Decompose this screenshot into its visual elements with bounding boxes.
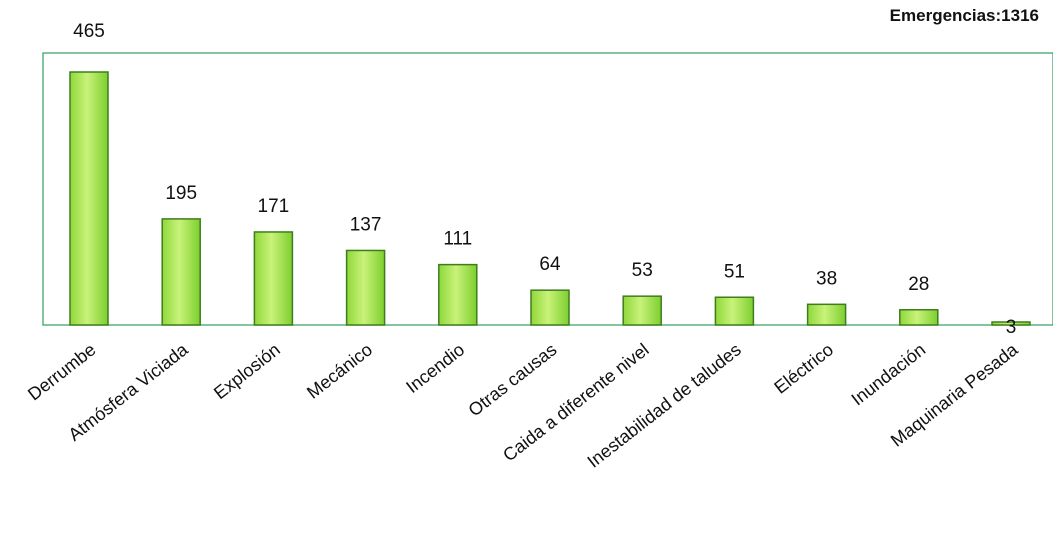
bar-7 bbox=[714, 296, 755, 326]
data-label-4: 111 bbox=[443, 229, 472, 250]
bar-6 bbox=[622, 295, 662, 326]
bar-9 bbox=[899, 309, 939, 326]
category-label-7: Inestabilidad de taludes bbox=[584, 339, 745, 471]
data-label-0: 465 bbox=[73, 21, 105, 42]
category-label-8: Eléctrico bbox=[770, 339, 837, 397]
data-label-9: 28 bbox=[908, 274, 929, 295]
data-label-5: 64 bbox=[539, 254, 561, 275]
total-emergencies-label: Emergencias:1316 bbox=[889, 6, 1039, 25]
data-label-6: 53 bbox=[632, 260, 653, 281]
data-label-7: 51 bbox=[724, 261, 745, 282]
bar-1 bbox=[161, 218, 201, 326]
category-label-2: Explosión bbox=[210, 339, 284, 403]
category-label-5: Otras causas bbox=[465, 339, 561, 420]
category-label-9: Inundación bbox=[848, 339, 930, 409]
bar-4 bbox=[438, 263, 478, 326]
bar-10 bbox=[991, 321, 1031, 326]
bar-2 bbox=[253, 231, 294, 326]
bar-5 bbox=[530, 289, 570, 326]
category-label-6: Caida a diferente nivel bbox=[499, 339, 652, 465]
category-label-4: Incendio bbox=[402, 339, 468, 397]
data-label-10: 3 bbox=[1006, 317, 1017, 338]
category-label-0: Derrumbe bbox=[24, 339, 99, 404]
data-label-3: 137 bbox=[350, 214, 382, 235]
data-label-2: 171 bbox=[258, 196, 290, 217]
data-label-1: 195 bbox=[165, 183, 197, 204]
category-label-3: Mecánico bbox=[303, 339, 376, 402]
bar-3 bbox=[345, 249, 386, 326]
bar-8 bbox=[806, 303, 847, 326]
bar-0 bbox=[69, 71, 109, 326]
data-label-8: 38 bbox=[816, 268, 837, 289]
